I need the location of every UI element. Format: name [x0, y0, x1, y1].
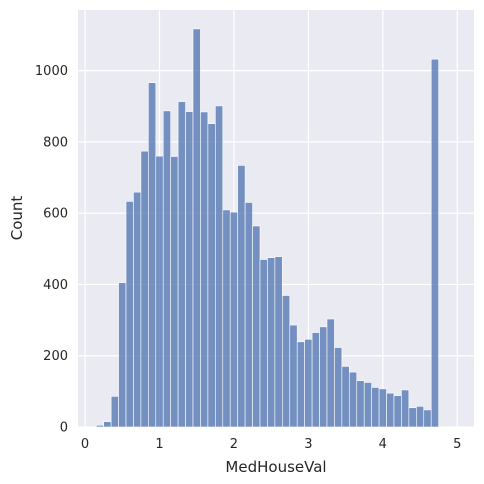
x-tick-label-4: 4	[379, 437, 387, 452]
histogram-bar-9	[162, 110, 171, 428]
y-tick-labels: 0 200 400 600 800 1000	[35, 64, 68, 435]
bars	[95, 28, 439, 428]
histogram-bar-38	[378, 388, 387, 428]
histogram-bar-29	[311, 332, 320, 428]
histogram-bar-34	[349, 371, 358, 428]
y-tick-label-4: 800	[43, 135, 68, 150]
histogram-bar-1	[103, 421, 112, 428]
x-tick-labels: 0 1 2 3 4 5	[81, 437, 461, 452]
histogram-bar-40	[393, 395, 402, 428]
histogram-bar-3	[118, 282, 127, 428]
y-tick-label-1: 200	[43, 349, 68, 364]
histogram-bar-37	[371, 387, 380, 428]
histogram-bar-22	[259, 259, 268, 428]
histogram-bar-23	[267, 257, 276, 428]
histogram-bar-4	[125, 201, 134, 428]
histogram-bar-12	[185, 111, 194, 428]
x-tick-label-1: 1	[155, 437, 163, 452]
histogram-bar-8	[155, 155, 164, 428]
histogram-bar-41	[401, 389, 410, 428]
histogram-bar-2	[110, 396, 119, 428]
histogram-bar-20	[244, 202, 253, 428]
histogram-bar-35	[356, 380, 365, 428]
histogram-bar-18	[229, 211, 238, 428]
y-tick-label-5: 1000	[35, 64, 68, 79]
x-tick-label-5: 5	[453, 437, 461, 452]
histogram-bar-32	[334, 347, 343, 428]
histogram-bar-16	[215, 105, 224, 428]
y-axis-label: Count	[8, 196, 26, 241]
histogram-bar-39	[386, 392, 395, 428]
histogram-bar-28	[304, 339, 313, 428]
histogram-bar-15	[207, 123, 216, 428]
histogram-bar-11	[177, 101, 186, 428]
histogram-bar-21	[252, 225, 261, 428]
histogram-bar-27	[296, 341, 305, 428]
histogram-bar-6	[140, 150, 149, 428]
histogram-bar-44	[423, 409, 432, 428]
histogram-bar-30	[319, 326, 328, 428]
y-tick-label-2: 400	[43, 278, 68, 293]
histogram-bar-45	[430, 58, 439, 428]
histogram-bar-10	[170, 156, 179, 428]
histogram-bar-13	[192, 28, 201, 428]
histogram-bar-24	[274, 256, 283, 428]
histogram-bar-19	[237, 165, 246, 428]
histogram-bar-25	[282, 295, 291, 428]
histogram-bar-31	[326, 318, 335, 428]
histogram-bar-43	[416, 406, 425, 428]
histogram-bar-42	[408, 407, 417, 428]
histogram-bar-17	[222, 209, 231, 428]
histogram-bar-0	[95, 424, 104, 428]
y-tick-label-0: 0	[60, 421, 68, 436]
x-axis-label: MedHouseVal	[225, 458, 326, 476]
histogram-bar-36	[363, 382, 372, 428]
histogram-bar-7	[148, 82, 157, 428]
x-tick-label-0: 0	[81, 437, 89, 452]
histogram-bar-33	[341, 366, 350, 428]
x-tick-label-3: 3	[304, 437, 312, 452]
x-tick-label-2: 2	[230, 437, 238, 452]
histogram-bar-5	[133, 191, 142, 428]
y-tick-label-3: 600	[43, 207, 68, 222]
histogram-bar-14	[200, 111, 209, 428]
histogram-bar-26	[289, 324, 298, 428]
